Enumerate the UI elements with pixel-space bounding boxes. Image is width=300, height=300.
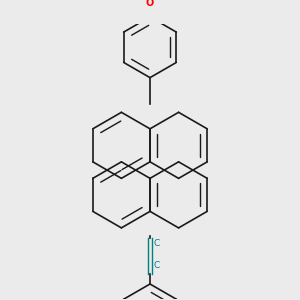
Text: C: C <box>154 260 160 269</box>
Text: C: C <box>154 239 160 248</box>
Text: O: O <box>146 0 154 8</box>
